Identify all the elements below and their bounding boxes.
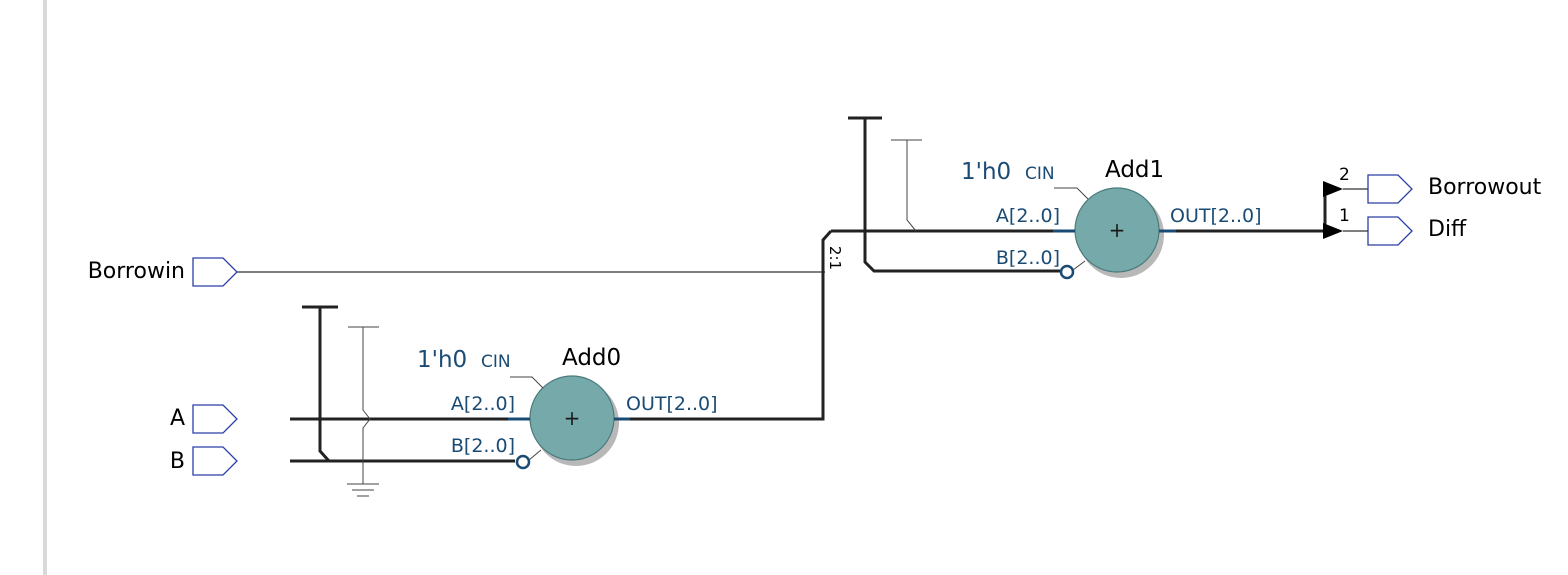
- a-label: A: [170, 406, 185, 431]
- add1-operator: +: [1109, 218, 1126, 242]
- add1-pin-b: B[2..0]: [996, 247, 1060, 269]
- mux-label: 2:1: [826, 246, 844, 270]
- borrowout-label: Borrowout: [1428, 175, 1542, 200]
- left-margin-bar: [43, 0, 47, 575]
- add1-const: 1'h0: [961, 159, 1011, 185]
- bit-label-borrowout: 2: [1339, 165, 1350, 185]
- add0-const: 1'h0: [417, 347, 467, 373]
- add0-pin-a: A[2..0]: [451, 393, 515, 415]
- add0-pin-b: B[2..0]: [451, 435, 515, 457]
- add0-name: Add0: [562, 345, 621, 371]
- add0-vcc-tie: [302, 307, 338, 461]
- add1-thin-tie: [891, 140, 922, 231]
- diff-label: Diff: [1428, 217, 1467, 242]
- add1-b-invert-bubble: [1061, 266, 1073, 278]
- add0-ground-tie: [347, 327, 379, 496]
- adder-add1[interactable]: + Add1 1'h0 CIN A[2..0] B[2..0] OUT[2..0…: [961, 157, 1262, 278]
- borrowin-label: Borrowin: [88, 259, 185, 284]
- output-port-diff[interactable]: Diff: [1368, 217, 1467, 245]
- b-label: B: [170, 449, 185, 474]
- add0-cin-wire: [510, 377, 543, 388]
- add1-name: Add1: [1105, 157, 1164, 183]
- add1-pin-a: A[2..0]: [996, 205, 1060, 227]
- wire-add0-out: [615, 231, 831, 419]
- add1-cin-wire: [1054, 188, 1088, 199]
- input-port-borrowin[interactable]: Borrowin: [88, 258, 237, 286]
- input-port-b[interactable]: B: [170, 447, 237, 475]
- bit-label-diff: 1: [1339, 206, 1350, 226]
- add0-operator: +: [564, 406, 581, 430]
- adder-add0[interactable]: + Add0 1'h0 CIN A[2..0] B[2..0] OUT[2..0…: [417, 345, 718, 468]
- output-port-borrowout[interactable]: Borrowout: [1368, 175, 1542, 203]
- add0-b-invert-bubble: [517, 456, 529, 468]
- add0-cin: CIN: [481, 352, 511, 372]
- add0-pin-out: OUT[2..0]: [626, 393, 718, 415]
- input-port-a[interactable]: A: [170, 405, 237, 433]
- add1-cin: CIN: [1025, 164, 1055, 184]
- add1-pin-out: OUT[2..0]: [1170, 205, 1262, 227]
